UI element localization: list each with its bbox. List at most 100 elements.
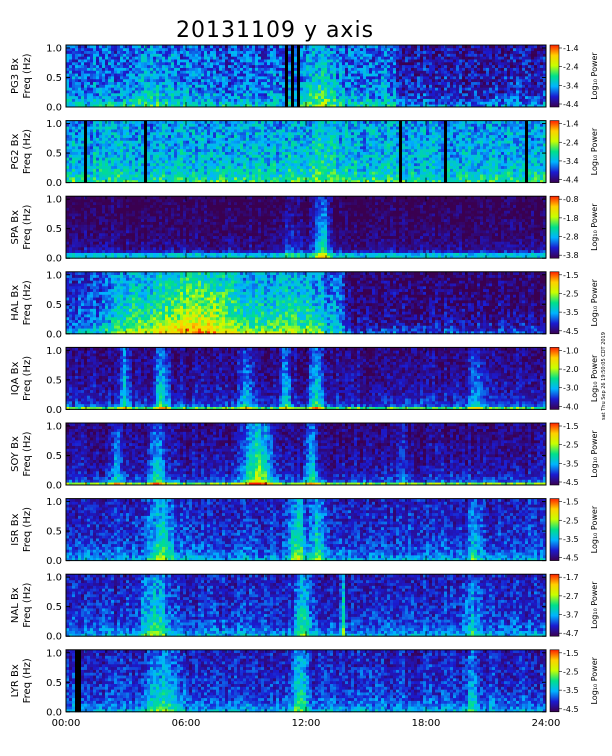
y-axis-station-label: PG3 Bx xyxy=(10,58,21,94)
colorbar-tick-label: -4.5 xyxy=(563,705,579,714)
colorbar-tick-label: -3.5 xyxy=(563,686,579,695)
colorbar-label: Log₁₀ Power xyxy=(590,278,599,326)
y-tick-label: 0.5 xyxy=(46,149,62,160)
y-tick-label: 1.0 xyxy=(46,573,62,584)
y-axis-station-label: NAL Bx xyxy=(10,587,21,623)
y-tick-label: 1.0 xyxy=(46,119,62,130)
colorbar-label: Log₁₀ Power xyxy=(590,127,599,175)
colorbar-label: Log₁₀ Power xyxy=(590,505,599,553)
y-tick-label: 0.0 xyxy=(46,556,62,567)
colorbar-tick-label: -4.5 xyxy=(563,327,579,336)
y-tick-label: 0.0 xyxy=(46,632,62,643)
colorbar-tick-label: -3.4 xyxy=(563,81,579,90)
colorbar-tick-label: -2.8 xyxy=(563,233,579,242)
colorbar-tick-label: -4.4 xyxy=(563,176,579,185)
spectrogram-lyr xyxy=(66,650,546,712)
colorbar-tick-label: -4.5 xyxy=(563,478,579,487)
y-axis-station-label: SPA Bx xyxy=(10,210,21,245)
y-tick-label: 0.0 xyxy=(46,329,62,340)
colorbar-tick-label: -1.4 xyxy=(563,120,579,129)
x-tick-label: 24:00 xyxy=(532,718,561,729)
colorbar xyxy=(550,121,559,183)
x-tick-label: 00:00 xyxy=(52,718,81,729)
y-tick-label: 0.5 xyxy=(46,73,62,84)
colorbar-tick-label: -4.7 xyxy=(563,629,579,638)
y-axis-station-label: HAL Bx xyxy=(10,285,21,321)
colorbar xyxy=(550,347,559,409)
colorbar xyxy=(550,499,559,561)
y-tick-label: 0.5 xyxy=(46,300,62,311)
colorbar xyxy=(550,423,559,485)
colorbar-tick-label: -3.5 xyxy=(563,459,579,468)
y-axis-station-label: ISR Bx xyxy=(10,513,21,545)
y-tick-label: 1.0 xyxy=(46,648,62,659)
x-tick-label: 18:00 xyxy=(412,718,441,729)
y-tick-label: 1.0 xyxy=(46,43,62,54)
colorbar-tick-label: -1.8 xyxy=(563,214,579,223)
x-tick-label: 06:00 xyxy=(172,718,201,729)
colorbar-tick-label: -3.0 xyxy=(563,384,579,393)
colorbar-tick-label: -1.5 xyxy=(563,498,579,507)
y-axis-freq-label: Freq (Hz) xyxy=(22,658,33,703)
colorbar-tick-label: -1.0 xyxy=(563,346,579,355)
colorbar xyxy=(550,272,559,334)
colorbar-tick-label: -4.4 xyxy=(563,100,579,109)
colorbar-tick-label: -3.8 xyxy=(563,251,579,260)
colorbar-tick-label: -3.5 xyxy=(563,535,579,544)
spectrogram-pg3 xyxy=(66,45,546,107)
y-tick-label: 0.0 xyxy=(46,481,62,492)
colorbar-tick-label: -2.5 xyxy=(563,667,579,676)
y-axis-station-label: IQA Bx xyxy=(10,362,21,396)
colorbar-tick-label: -1.4 xyxy=(563,44,579,53)
y-axis-freq-label: Freq (Hz) xyxy=(22,583,33,628)
spectrogram-spa xyxy=(66,196,546,258)
y-tick-label: 0.0 xyxy=(46,707,62,718)
colorbar-tick-label: -4.0 xyxy=(563,402,579,411)
y-axis-freq-label: Freq (Hz) xyxy=(22,356,33,401)
spectrogram-soy xyxy=(66,423,546,485)
colorbar-label: Log₁₀ Power xyxy=(590,52,599,100)
colorbar-tick-label: -2.0 xyxy=(563,365,579,374)
spectrogram-isr xyxy=(66,499,546,561)
colorbar-tick-label: -1.7 xyxy=(563,573,579,582)
colorbar xyxy=(550,574,559,636)
colorbar-tick-label: -1.5 xyxy=(563,649,579,658)
y-axis-station-label: PG2 Bx xyxy=(10,133,21,169)
colorbar-tick-label: -2.7 xyxy=(563,592,579,601)
colorbar-label: Log₁₀ Power xyxy=(590,354,599,402)
y-tick-label: 0.5 xyxy=(46,451,62,462)
y-axis-freq-label: Freq (Hz) xyxy=(22,507,33,552)
y-tick-label: 0.0 xyxy=(46,103,62,114)
colorbar-label: Log₁₀ Power xyxy=(590,581,599,629)
colorbar-tick-label: -0.8 xyxy=(563,195,579,204)
y-tick-label: 0.0 xyxy=(46,405,62,416)
colorbar-label: Log₁₀ Power xyxy=(590,430,599,478)
colorbar-tick-label: -2.5 xyxy=(563,516,579,525)
colorbar-tick-label: -2.4 xyxy=(563,63,579,72)
spectrogram-pg2 xyxy=(66,121,546,183)
colorbar-tick-label: -3.7 xyxy=(563,611,579,620)
y-tick-label: 0.5 xyxy=(46,224,62,235)
y-axis-freq-label: Freq (Hz) xyxy=(22,431,33,476)
y-tick-label: 0.0 xyxy=(46,178,62,189)
y-tick-label: 0.0 xyxy=(46,254,62,265)
colorbar-tick-label: -3.5 xyxy=(563,308,579,317)
y-tick-label: 1.0 xyxy=(46,195,62,206)
colorbar-label: Log₁₀ Power xyxy=(590,203,599,251)
panel-iqa: 0.0 0.5 1.0 IQA Bx Freq (Hz) -1.0 -2.0 -3.0 -4.0… xyxy=(10,346,599,416)
spectrogram-hal xyxy=(66,272,546,334)
colorbar-tick-label: -2.5 xyxy=(563,289,579,298)
spectrogram-nal xyxy=(66,574,546,636)
y-axis-station-label: LYR Bx xyxy=(10,664,21,697)
y-tick-label: 1.0 xyxy=(46,421,62,432)
y-tick-label: 1.0 xyxy=(46,346,62,357)
y-tick-label: 0.5 xyxy=(46,375,62,386)
y-tick-label: 0.5 xyxy=(46,527,62,538)
colorbar xyxy=(550,196,559,258)
